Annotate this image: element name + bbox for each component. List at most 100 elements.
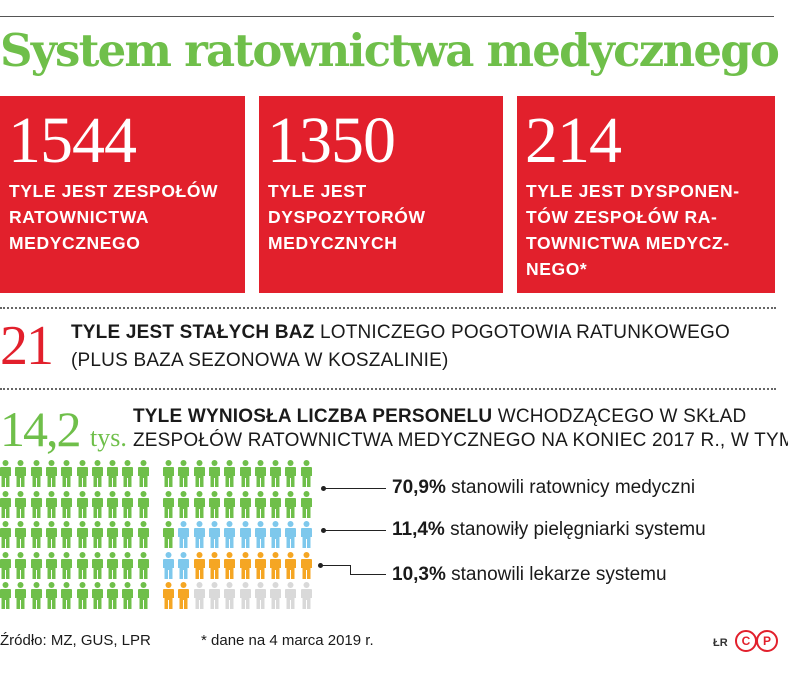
person-icon — [285, 460, 297, 487]
person-icon — [91, 551, 103, 579]
person-icon — [300, 521, 312, 548]
person-icon — [208, 551, 220, 579]
person-icon — [193, 521, 205, 548]
person-icon — [107, 551, 119, 579]
person-icon — [178, 551, 190, 579]
bases-number: 21 — [0, 315, 54, 377]
person-icon — [30, 460, 42, 487]
person-icon — [270, 551, 282, 579]
person-icon — [163, 582, 174, 609]
person-icon — [45, 582, 57, 609]
pointer-dot — [318, 563, 323, 568]
person-icon — [45, 460, 57, 487]
person-icon — [163, 460, 174, 487]
person-icon — [0, 490, 11, 518]
person-icon — [0, 582, 11, 609]
person-icon — [122, 521, 134, 548]
person-icon — [224, 460, 236, 487]
person-icon — [15, 551, 27, 579]
person-icon — [30, 521, 42, 548]
pointer-dot — [321, 528, 326, 533]
person-icon — [239, 460, 251, 487]
logo-c-icon: C — [735, 630, 757, 652]
person-icon — [91, 460, 103, 487]
person-icon — [193, 582, 205, 609]
person-icon — [163, 551, 174, 579]
person-icon — [107, 460, 119, 487]
person-icon — [91, 521, 103, 548]
person-icon — [239, 582, 251, 609]
person-icon — [76, 490, 88, 518]
person-icon — [0, 551, 11, 579]
person-icon — [137, 460, 149, 487]
person-icon — [300, 582, 312, 609]
person-icon — [122, 551, 134, 579]
person-icon — [254, 460, 266, 487]
stat-card-dispatchers-ems: 214 TYLE JEST DYSPONEN- TÓW ZESPOŁÓW RA- T… — [517, 96, 775, 293]
staff-text-line2: ZESPOŁÓW RATOWNICTWA MEDYCZNEGO NA KONIE… — [133, 430, 788, 451]
person-icon — [178, 490, 190, 518]
person-icon — [61, 582, 73, 609]
person-icon — [193, 490, 205, 518]
person-icon — [285, 582, 297, 609]
person-icon — [122, 490, 134, 518]
person-icon — [208, 490, 220, 518]
person-icon — [15, 521, 27, 548]
pointer-line-nurses — [324, 530, 386, 531]
person-icon — [91, 582, 103, 609]
person-icon — [254, 521, 266, 548]
page-title: System ratownictwa medycznego — [0, 24, 780, 77]
stat-card-teams: 1544 TYLE JEST ZESPOŁÓW RATOWNICTWA MEDYCZ… — [0, 96, 245, 293]
pointer-elbow — [350, 565, 351, 574]
person-icon — [254, 551, 266, 579]
stat-paramedics: 70,9% stanowili ratownicy medyczni — [392, 477, 696, 498]
person-icon — [0, 521, 11, 548]
person-icon — [178, 460, 190, 487]
card-label: TYLE JEST DYSPOZYTORÓW MEDYCZNYCH — [268, 181, 426, 253]
person-icon — [208, 521, 220, 548]
person-icon — [137, 490, 149, 518]
dotted-divider — [0, 307, 776, 309]
bases-text-line1: TYLE JEST STAŁYCH BAZ LOTNICZEGO POGOTOW… — [71, 322, 730, 343]
stat-nurses: 11,4% stanowiły pielęgniarki systemu — [392, 519, 706, 540]
staff-number: 14,2 tys. — [0, 401, 127, 457]
logo-p-icon: P — [756, 630, 778, 652]
person-icon — [224, 490, 236, 518]
person-icon — [30, 551, 42, 579]
person-icon — [122, 460, 134, 487]
person-icon — [45, 551, 57, 579]
person-icon — [285, 551, 297, 579]
person-icon — [30, 490, 42, 518]
staff-text-line1: TYLE WYNIOSŁA LICZBA PERSONELU WCHODZĄCE… — [133, 406, 747, 427]
person-icon — [270, 582, 282, 609]
person-icon — [239, 490, 251, 518]
person-icon — [239, 551, 251, 579]
person-icon — [137, 521, 149, 548]
person-icon — [300, 490, 312, 518]
person-icon — [15, 490, 27, 518]
person-icon — [91, 490, 103, 518]
person-icon — [0, 460, 11, 487]
person-icon — [45, 490, 57, 518]
person-icon — [254, 582, 266, 609]
person-icon — [76, 460, 88, 487]
person-icon — [163, 490, 174, 518]
person-icon — [224, 551, 236, 579]
person-icon — [224, 582, 236, 609]
person-icon — [300, 551, 312, 579]
person-icon — [193, 460, 205, 487]
person-icon — [285, 521, 297, 548]
card-number: 1350 — [267, 104, 396, 177]
person-icon — [193, 551, 205, 579]
bases-text-line2: (PLUS BAZA SEZONOWA W KOSZALINIE) — [71, 350, 449, 371]
person-icon — [208, 460, 220, 487]
person-icon — [137, 551, 149, 579]
person-icon — [224, 521, 236, 548]
person-icon — [300, 460, 312, 487]
top-rule — [0, 16, 774, 17]
person-icon — [122, 582, 134, 609]
card-number: 1544 — [8, 104, 137, 177]
card-label: TYLE JEST ZESPOŁÓW RATOWNICTWA MEDYCZNEGO — [9, 181, 219, 253]
stat-card-dispatchers: 1350 TYLE JEST DYSPOZYTORÓW MEDYCZNYCH — [259, 96, 503, 293]
person-icon — [61, 551, 73, 579]
